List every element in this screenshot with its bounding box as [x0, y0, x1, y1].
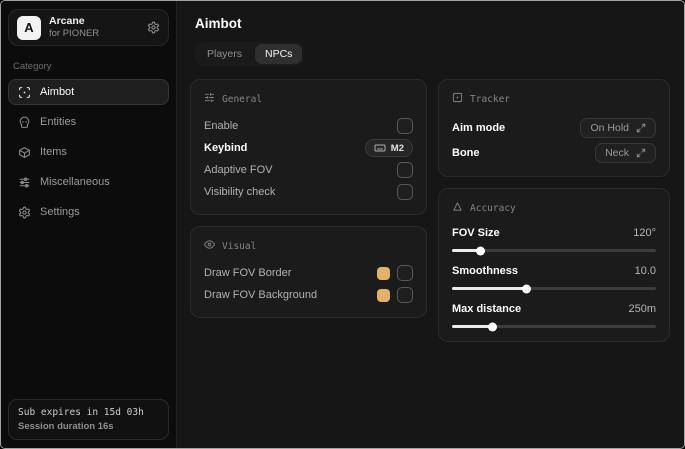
bone-value: Neck: [605, 146, 629, 159]
keyboard-icon: [374, 144, 386, 152]
package-icon: [18, 146, 31, 159]
sidebar-item-entities[interactable]: Entities: [8, 109, 169, 135]
visual-card: Visual Draw FOV Border Draw FOV Backgrou…: [190, 226, 427, 318]
setting-row-fov-background: Draw FOV Background: [204, 284, 413, 306]
setting-label: Max distance: [452, 303, 522, 315]
sub-expiry-text: Sub expires in 15d 03h: [18, 407, 144, 418]
setting-row-fov-border: Draw FOV Border: [204, 262, 413, 284]
sidebar-item-label: Aimbot: [40, 86, 75, 98]
crosshair-scan-icon: [18, 86, 31, 99]
keybind-value: M2: [390, 142, 404, 154]
card-title: Tracker: [470, 93, 511, 105]
page-title: Aimbot: [195, 16, 242, 31]
setting-label: Bone: [452, 146, 480, 159]
setting-label: Visibility check: [204, 186, 276, 198]
target-box-icon: [452, 92, 463, 106]
sliders-icon: [18, 176, 31, 189]
sidebar-item-label: Miscellaneous: [40, 176, 110, 188]
tab-players[interactable]: Players: [197, 44, 252, 64]
gear-icon[interactable]: [147, 21, 160, 34]
skull-icon: [18, 116, 31, 129]
fov-size-value: 120°: [633, 227, 656, 239]
setting-row-adaptive-fov: Adaptive FOV: [204, 159, 413, 181]
aim-mode-value: On Hold: [590, 121, 629, 134]
accuracy-card: Accuracy FOV Size 120° Smoothnes: [438, 188, 670, 342]
card-title: Accuracy: [470, 202, 516, 214]
sidebar-item-label: Items: [40, 146, 67, 158]
setting-label: Draw FOV Background: [204, 289, 318, 301]
sidebar-item-items[interactable]: Items: [8, 139, 169, 165]
slider-fill: [452, 287, 528, 290]
subscription-info: Sub expires in 15d 03h Session duration …: [8, 399, 169, 440]
setting-label: Adaptive FOV: [204, 164, 273, 176]
sidebar: A Arcane for PIONER Category Aimbot: [1, 1, 177, 448]
slider-fill: [452, 249, 481, 252]
max-distance-slider[interactable]: [452, 325, 656, 328]
category-label: Category: [13, 61, 52, 72]
setting-row-aim-mode: Aim mode On Hold: [452, 115, 656, 140]
settings-grid: General Enable Keybind M2 Adap: [190, 79, 671, 342]
slider-fill: [452, 325, 493, 328]
expand-icon: [636, 123, 646, 132]
adaptive-fov-checkbox[interactable]: [397, 162, 413, 178]
setting-label: FOV Size: [452, 227, 500, 239]
setting-label: Enable: [204, 120, 239, 132]
setting-row-keybind: Keybind M2: [204, 137, 413, 159]
triangle-icon: [452, 201, 463, 215]
visibility-check-checkbox[interactable]: [397, 184, 413, 200]
setting-label: Smoothness: [452, 265, 519, 277]
fov-size-slider[interactable]: [452, 249, 656, 252]
sidebar-item-aimbot[interactable]: Aimbot: [8, 79, 169, 105]
aim-mode-select[interactable]: On Hold: [580, 117, 656, 138]
setting-label: Draw FOV Border: [204, 267, 292, 279]
smoothness-value: 10.0: [634, 265, 656, 277]
app-header: A Arcane for PIONER: [8, 9, 169, 46]
setting-row-visibility-check: Visibility check: [204, 181, 413, 203]
setting-label: Keybind: [204, 142, 248, 154]
main-panel: Aimbot Players NPCs General Enable: [177, 1, 684, 448]
setting-row-enable: Enable: [204, 115, 413, 137]
eye-icon: [204, 239, 215, 253]
app-name: Arcane: [49, 15, 85, 27]
sidebar-item-miscellaneous[interactable]: Miscellaneous: [8, 169, 169, 195]
app-logo: A: [17, 15, 41, 40]
app-subtitle: for PIONER: [49, 28, 100, 40]
session-duration-text: Session duration 16s: [18, 421, 114, 432]
sidebar-nav: Aimbot Entities Items Miscellaneous: [8, 79, 169, 229]
setting-label: Aim mode: [452, 121, 506, 134]
gear-icon: [18, 206, 31, 219]
sidebar-item-label: Settings: [40, 206, 80, 218]
expand-icon: [636, 148, 646, 157]
sidebar-item-settings[interactable]: Settings: [8, 199, 169, 225]
card-title: Visual: [222, 240, 257, 252]
setting-row-bone: Bone Neck: [452, 140, 656, 165]
keybind-button[interactable]: M2: [364, 139, 413, 157]
tracker-card: Tracker Aim mode On Hold Bone Neck: [438, 79, 670, 177]
fov-border-checkbox[interactable]: [397, 265, 413, 281]
sidebar-item-label: Entities: [40, 116, 77, 128]
card-title: General: [222, 93, 263, 105]
setting-row-smoothness: Smoothness 10.0: [452, 262, 656, 290]
tab-group: Players NPCs: [195, 42, 305, 66]
setting-row-fov-size: FOV Size 120°: [452, 224, 656, 252]
tab-npcs[interactable]: NPCs: [255, 44, 303, 64]
bone-select[interactable]: Neck: [595, 142, 656, 163]
fov-background-color-swatch[interactable]: [377, 288, 390, 302]
fov-background-checkbox[interactable]: [397, 287, 413, 303]
sliders-horizontal-icon: [204, 92, 215, 106]
max-distance-value: 250m: [628, 303, 656, 315]
enable-checkbox[interactable]: [397, 118, 413, 134]
general-card: General Enable Keybind M2 Adap: [190, 79, 427, 215]
fov-border-color-swatch[interactable]: [377, 266, 390, 280]
setting-row-max-distance: Max distance 250m: [452, 300, 656, 328]
smoothness-slider[interactable]: [452, 287, 656, 290]
